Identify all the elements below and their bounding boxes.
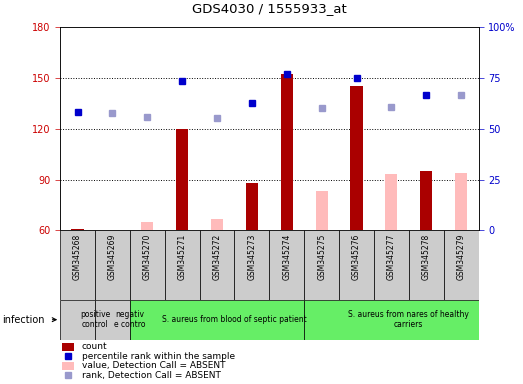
Bar <box>374 230 409 300</box>
Text: infection: infection <box>3 314 45 325</box>
Bar <box>281 74 293 230</box>
Bar <box>385 174 397 230</box>
Text: S. aureus from nares of healthy
carriers: S. aureus from nares of healthy carriers <box>348 310 469 329</box>
Text: GSM345273: GSM345273 <box>247 234 256 280</box>
Bar <box>62 362 74 370</box>
Bar <box>211 218 223 230</box>
Bar <box>409 230 444 300</box>
Bar <box>60 230 95 300</box>
Bar <box>62 343 74 351</box>
Text: GSM345268: GSM345268 <box>73 234 82 280</box>
Text: GDS4030 / 1555933_at: GDS4030 / 1555933_at <box>192 2 347 15</box>
Text: GSM345275: GSM345275 <box>317 234 326 280</box>
Text: GSM345276: GSM345276 <box>352 234 361 280</box>
Text: GSM345272: GSM345272 <box>212 234 222 280</box>
Text: GSM345278: GSM345278 <box>422 234 431 280</box>
Text: value, Detection Call = ABSENT: value, Detection Call = ABSENT <box>82 361 225 370</box>
Bar <box>246 183 258 230</box>
Bar <box>350 86 362 230</box>
Bar <box>141 222 153 230</box>
Text: negativ
e contro: negativ e contro <box>114 310 145 329</box>
Bar <box>60 300 95 340</box>
Bar <box>420 171 433 230</box>
Bar <box>130 230 165 300</box>
Text: GSM345279: GSM345279 <box>457 234 465 280</box>
Text: count: count <box>82 342 107 351</box>
Bar <box>234 230 269 300</box>
Bar <box>95 300 130 340</box>
Text: S. aureus from blood of septic patient: S. aureus from blood of septic patient <box>162 315 307 324</box>
Bar <box>444 230 479 300</box>
Text: GSM345271: GSM345271 <box>178 234 187 280</box>
Bar <box>165 230 200 300</box>
Bar <box>72 229 84 230</box>
Bar <box>176 129 188 230</box>
Bar <box>315 191 328 230</box>
Text: GSM345274: GSM345274 <box>282 234 291 280</box>
Text: positive
control: positive control <box>80 310 110 329</box>
Bar <box>95 230 130 300</box>
Bar <box>304 230 339 300</box>
Bar <box>269 230 304 300</box>
Text: rank, Detection Call = ABSENT: rank, Detection Call = ABSENT <box>82 371 221 380</box>
Text: GSM345269: GSM345269 <box>108 234 117 280</box>
Bar <box>304 300 479 340</box>
Text: GSM345277: GSM345277 <box>387 234 396 280</box>
Text: GSM345270: GSM345270 <box>143 234 152 280</box>
Bar <box>455 173 467 230</box>
Text: percentile rank within the sample: percentile rank within the sample <box>82 352 235 361</box>
Bar <box>339 230 374 300</box>
Bar <box>200 230 234 300</box>
Bar <box>130 300 304 340</box>
